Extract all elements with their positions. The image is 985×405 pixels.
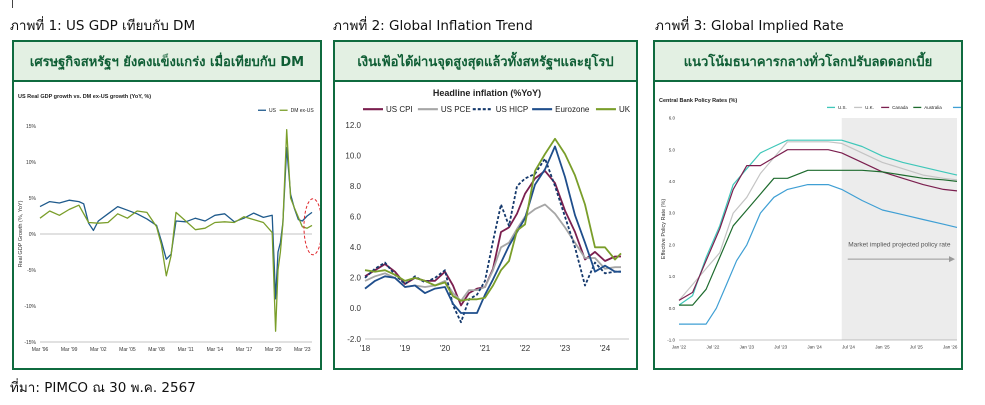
chart-title: Headline inflation (%YoY) [433,88,541,98]
x-tick-label: Mar '02 [90,347,107,353]
x-tick-label: '24 [600,344,611,353]
x-tick-label: Mar '05 [119,347,136,353]
legend-label: U.K. [865,105,874,110]
x-tick-label: '19 [400,344,411,353]
figure2-caption: ภาพที่ 2: Global Inflation Trend [333,18,533,34]
panel3-header: แนวโน้มธนาคารกลางทั่วโลกปรับลดดอกเบี้ย [655,42,961,82]
chart-title: US Real GDP growth vs. DM ex-US growth (… [18,94,151,100]
series-line-ecb [679,184,958,325]
panel-us-gdp: เศรษฐกิจสหรัฐฯ ยังคงแข็งแกร่ง เมื่อเทียบ… [12,40,322,370]
x-tick-label: Mar '17 [236,347,253,353]
x-tick-label: '23 [560,344,571,353]
highlight-ellipse [303,198,320,256]
x-tick-label: Jan '26 [943,345,958,350]
y-tick-label: 8.0 [350,182,362,191]
source-note: ที่มา: PIMCO ณ 30 พ.ค. 2567 [10,380,196,396]
y-tick-label: -15% [24,340,36,346]
chart-title: Central Bank Policy Rates (%) [659,98,737,104]
legend-label: Eurozone [555,105,590,114]
y-tick-label: -2.0 [347,335,361,344]
y-tick-label: 6.0 [669,116,676,121]
figure1-caption: ภาพที่ 1: US GDP เทียบกับ DM [10,18,196,34]
policy-rate-chart: Market implied projected policy rate Cent… [659,98,961,350]
y-tick-label: 0.0 [350,304,362,313]
x-tick-label: Jul '22 [706,345,719,350]
y-tick-label: 10% [26,160,37,166]
y-tick-label: 10.0 [345,151,361,160]
panel2-header: เงินเฟ้อได้ผ่านจุดสูงสุดแล้วทั้งสหรัฐฯแล… [335,42,636,82]
x-tick-label: Jul '23 [774,345,787,350]
y-tick-label: -1.0 [667,338,675,343]
y-tick-label: 2.0 [669,242,676,247]
y-tick-label: 0.0 [669,306,676,311]
inflation-chart: Headline inflation (%YoY) 12.0 10.0 8.0 6.0 4… [345,88,631,353]
y-tick-label: 4.0 [350,243,362,252]
x-tick-label: Mar '99 [61,347,78,353]
y-tick-label: 0% [29,232,37,238]
x-tick-label: '20 [440,344,451,353]
legend-label: US PCE [441,105,471,114]
x-tick-label: Jan '22 [672,345,687,350]
series-line-u-k- [678,141,958,301]
projection-arrow-head [949,256,955,263]
x-tick-label: Mar '14 [207,347,224,353]
figure3-caption: ภาพที่ 3: Global Implied Rate [655,18,844,34]
x-tick-label: Jan '24 [807,345,822,350]
x-tick-label: '21 [480,344,491,353]
x-tick-label: '18 [360,344,371,353]
x-tick-label: Mar '08 [148,347,165,353]
panel1-header: เศรษฐกิจสหรัฐฯ ยังคงแข็งแกร่ง เมื่อเทียบ… [14,42,320,82]
series-line-u-s- [678,139,958,306]
y-tick-label: 2.0 [350,274,362,283]
y-axis-label: Real GDP Growth (%, YoY) [18,200,24,267]
projection-label: Market implied projected policy rate [848,241,951,248]
x-tick-label: Mar '23 [294,347,311,353]
series-line-us [39,146,313,300]
series-line-us-hicp [364,157,621,324]
series-line-australia [679,169,958,306]
y-tick-label: 1.0 [669,274,676,279]
top-rule [12,0,13,8]
x-tick-label: Mar '20 [265,347,282,353]
legend-label: UK [619,105,631,114]
panel-policy-rates: แนวโน้มธนาคารกลางทั่วโลกปรับลดดอกเบี้ย M… [653,40,963,370]
legend-label: US HICP [496,105,528,114]
x-tick-label: Jul '25 [910,345,923,350]
panel-inflation: เงินเฟ้อได้ผ่านจุดสูงสุดแล้วทั้งสหรัฐฯแล… [333,40,638,370]
y-tick-label: 5% [29,196,37,202]
x-tick-label: Mar '11 [178,347,194,353]
y-tick-label: 5.0 [669,147,676,152]
y-axis-label: Effective Policy Rate (%) [661,199,667,260]
series-line-canada [678,149,958,301]
legend-label: US [269,108,277,114]
y-tick-label: 12.0 [345,121,361,130]
legend-label: Canada [892,105,908,110]
gdp-chart: US Real GDP growth vs. DM ex-US growth (… [18,94,320,353]
y-tick-label: 6.0 [350,213,362,222]
series-line-uk [364,137,622,302]
projection-shaded-region [841,118,957,340]
legend-label: US CPI [386,105,413,114]
x-tick-label: Jul '24 [842,345,855,350]
y-tick-label: 3.0 [669,211,676,216]
legend-label: Australia [924,105,942,110]
y-tick-label: -10% [24,304,36,310]
y-tick-label: 15% [26,124,37,130]
x-tick-label: Jan '23 [740,345,755,350]
x-tick-label: Jan '25 [875,345,890,350]
series-line-eurozone [364,145,621,314]
x-tick-label: '22 [520,344,531,353]
legend-label: DM ex-US [291,108,315,114]
y-tick-label: -5% [27,268,36,274]
y-tick-label: 4.0 [669,179,676,184]
legend-label: U.S. [838,105,847,110]
x-tick-label: Mar '96 [32,347,49,353]
series-line-dm-ex-us [39,128,313,332]
